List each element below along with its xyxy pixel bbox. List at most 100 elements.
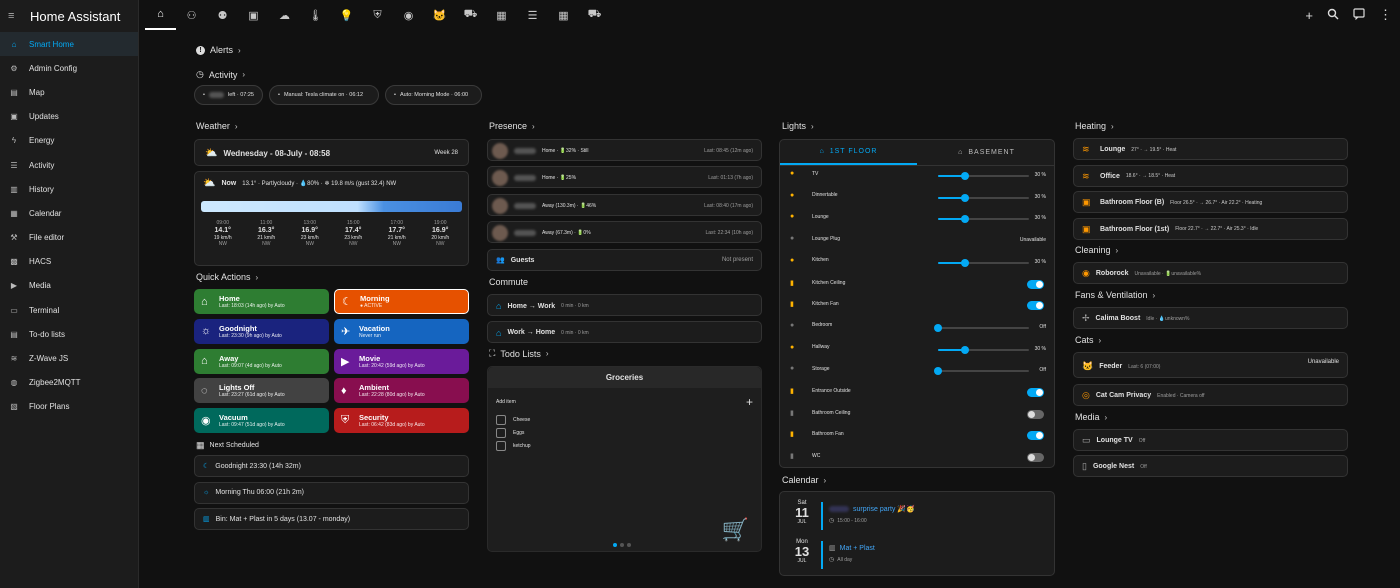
toggle-switch[interactable] <box>1027 453 1044 463</box>
calendar-event[interactable]: surprise party 🎉🥳 ◷ 15:00 - 16:00 <box>829 506 915 524</box>
quick-action-away[interactable]: ⌂ Away Last: 09:07 (4d ago) by Auto <box>194 348 329 374</box>
brightness-slider[interactable] <box>934 323 1029 332</box>
sidebar-item-media[interactable]: ▶ Media <box>0 274 138 298</box>
tab-calendar-icon[interactable]: ▦ <box>558 9 569 22</box>
heating-item[interactable]: ▣ Bathroom Floor (1st) Floor 22.7° · → 22.… <box>1073 217 1348 240</box>
person-card[interactable]: Away (67.3m) · 🔋0% Last: 22:34 (10h ago) <box>487 220 762 243</box>
pager-dots[interactable] <box>613 543 631 547</box>
checkbox[interactable] <box>496 414 506 425</box>
person-card[interactable]: Home · 🔋25% Last: 01:13 (7h ago) <box>487 166 762 189</box>
media-item[interactable]: ▯ Google Nest Off <box>1073 455 1348 477</box>
sidebar-item-to-do-lists[interactable]: ▤ To-do lists <box>0 322 138 346</box>
quick-action-morning[interactable]: ☾ Morning ● ACTIVE <box>334 289 469 314</box>
heating-item[interactable]: ≋ Lounge 27° · → 19.5° · Heat <box>1073 138 1348 160</box>
activity-chip[interactable]: • Manual: Tesla climate on · 06:12 <box>269 85 379 105</box>
tab-basement[interactable]: ⌂ BASEMENT <box>958 149 1015 156</box>
weather-header[interactable]: Weather › <box>196 121 238 131</box>
activity-header[interactable]: ◷ Activity › <box>196 69 245 80</box>
guests-card[interactable]: 👥 Guests Not present <box>487 249 762 271</box>
sidebar-item-updates[interactable]: ▣ Updates <box>0 105 138 129</box>
todo-item[interactable]: Eggs <box>496 426 531 439</box>
tab-people-group-icon[interactable]: ⚇ <box>186 9 197 22</box>
menu-icon[interactable]: ≡ <box>8 10 15 22</box>
activity-chip[interactable]: • Auto: Morning Mode · 06:00 <box>385 85 482 105</box>
sidebar-item-admin-config[interactable]: ⚙ Admin Config <box>0 56 138 80</box>
brightness-slider[interactable] <box>938 345 1029 354</box>
tab-1st-floor[interactable]: ⌂ 1ST FLOOR <box>780 140 917 165</box>
calendar-header[interactable]: Calendar › <box>782 475 826 485</box>
sidebar-item-energy[interactable]: ϟ Energy <box>0 129 138 153</box>
sidebar-item-file-editor[interactable]: ⚒ File editor <box>0 226 138 250</box>
brightness-slider[interactable] <box>938 258 1029 267</box>
activity-chip[interactable]: • left · 07:25 <box>194 85 263 105</box>
commute-item[interactable]: ⌂ Home → Work 0 min · 0 km <box>487 294 762 316</box>
tab-bus-icon[interactable]: ⛟ <box>587 8 602 20</box>
heating-item[interactable]: ▣ Bathroom Floor (B) Floor 26.5° · → 26.7°… <box>1073 191 1348 213</box>
schedule-item[interactable]: ☼ Morning Thu 06:00 (21h 2m) <box>194 482 469 504</box>
add-item-input[interactable]: Add item <box>496 399 516 405</box>
checkbox[interactable] <box>496 440 506 451</box>
commute-item[interactable]: ⌂ Work → Home 0 min · 0 km <box>487 320 762 343</box>
sidebar-item-map[interactable]: ▤ Map <box>0 80 138 104</box>
tab-chart-box-icon[interactable]: ▣ <box>248 9 259 22</box>
fans-header[interactable]: Fans & Ventilation › <box>1075 290 1155 300</box>
sidebar-item-smart-home[interactable]: ⌂ Smart Home <box>0 32 138 57</box>
search-icon[interactable] <box>1327 8 1339 23</box>
tab-lightbulb-icon[interactable]: 💡 <box>339 9 354 22</box>
feeder-card[interactable]: 🐱 Feeder Last: 6 (07:00) Unavailable <box>1073 352 1348 378</box>
todo-item[interactable]: Cheese <box>496 413 531 426</box>
sidebar-item-history[interactable]: ▥ History <box>0 177 138 201</box>
more-icon[interactable]: ⋮ <box>1379 7 1392 22</box>
presence-header[interactable]: Presence › <box>489 121 535 131</box>
tab-cat-icon[interactable]: 🐱 <box>432 9 447 22</box>
toggle-switch[interactable] <box>1027 301 1044 311</box>
toggle-switch[interactable] <box>1027 431 1044 441</box>
sidebar-item-activity[interactable]: ☰ Activity <box>0 153 138 177</box>
quick-action-goodnight[interactable]: ☼ Goodnight Last: 23:30 (9h ago) by Auto <box>194 318 329 344</box>
roborock-card[interactable]: ◉ Roborock Unavailable · 🔋unavailable% <box>1073 262 1348 284</box>
todo-item[interactable]: ketchup <box>496 439 531 452</box>
cats-header[interactable]: Cats › <box>1075 335 1101 345</box>
toggle-switch[interactable] <box>1027 279 1044 289</box>
checkbox[interactable] <box>496 427 506 438</box>
tab-shield-icon[interactable]: ⛨ <box>373 8 382 21</box>
brightness-slider[interactable] <box>938 193 1029 202</box>
brightness-slider[interactable] <box>938 215 1029 224</box>
quick-actions-header[interactable]: Quick Actions › <box>196 272 258 282</box>
toggle-switch[interactable] <box>1027 388 1044 397</box>
cleaning-header[interactable]: Cleaning › <box>1075 245 1118 255</box>
quick-action-movie[interactable]: ▶ Movie Last: 20:42 (59d ago) by Auto <box>334 348 469 374</box>
media-header[interactable]: Media › <box>1075 412 1107 422</box>
heating-item[interactable]: ≋ Office 18.6° · → 18.5° · Heat <box>1073 164 1348 187</box>
sidebar-item-terminal[interactable]: ▭ Terminal <box>0 298 138 322</box>
tab-people-icon[interactable]: ⚉ <box>217 9 228 22</box>
toggle-switch[interactable] <box>1027 409 1044 419</box>
tab-weather-icon[interactable]: ☁ <box>279 9 290 22</box>
todo-header[interactable]: ⛶ Todo Lists › <box>489 348 549 359</box>
heating-header[interactable]: Heating › <box>1075 121 1114 131</box>
sidebar-item-calendar[interactable]: ▦ Calendar <box>0 201 138 225</box>
lights-header[interactable]: Lights › <box>782 121 814 131</box>
calendar-event[interactable]: ▥ Mat + Plast ◷ All day <box>829 544 875 564</box>
cat-cam-card[interactable]: ◎ Cat Cam Privacy Enabled · Camera off <box>1073 384 1348 406</box>
sidebar-item-z-wave-js[interactable]: ≋ Z-Wave JS <box>0 346 138 370</box>
person-card[interactable]: Home · 🔋32% · Still Last: 08:45 (12m ago) <box>487 139 762 161</box>
person-card[interactable]: Away (130.3m) · 🔋46% Last: 08:40 (17m ago… <box>487 193 762 216</box>
media-item[interactable]: ▭ Lounge TV Off <box>1073 429 1348 451</box>
brightness-slider[interactable] <box>938 172 1029 180</box>
tab-devices-icon[interactable]: ▦ <box>496 9 507 22</box>
tab-home-icon[interactable]: ⌂ <box>145 0 176 30</box>
tab-server-icon[interactable]: ☰ <box>527 9 538 22</box>
quick-action-home[interactable]: ⌂ Home Last: 18:03 (14h ago) by Auto <box>194 289 329 314</box>
quick-action-lights-off[interactable]: ◌ Lights Off Last: 23:27 (61d ago) by Auto <box>194 378 329 404</box>
brightness-slider[interactable] <box>934 367 1029 376</box>
quick-action-security[interactable]: ⛨ Security Last: 06:42 (83d ago) by Auto <box>334 408 469 434</box>
sidebar-item-hacs[interactable]: ▩ HACS <box>0 250 138 274</box>
tab-thermometer-icon[interactable]: 🌡 <box>308 9 323 22</box>
calima-card[interactable]: ✢ Calima Boost Idle · 💧unknown% <box>1073 307 1348 329</box>
tab-car-icon[interactable]: ⛟ <box>463 8 478 20</box>
add-item-button[interactable]: + <box>745 395 753 409</box>
quick-action-vacation[interactable]: ✈ Vacation Never run <box>334 318 469 344</box>
quick-action-ambient[interactable]: ♦ Ambient Last: 22:28 (80d ago) by Auto <box>334 378 469 404</box>
schedule-item[interactable]: ☾ Goodnight 23:30 (14h 32m) <box>194 455 469 477</box>
